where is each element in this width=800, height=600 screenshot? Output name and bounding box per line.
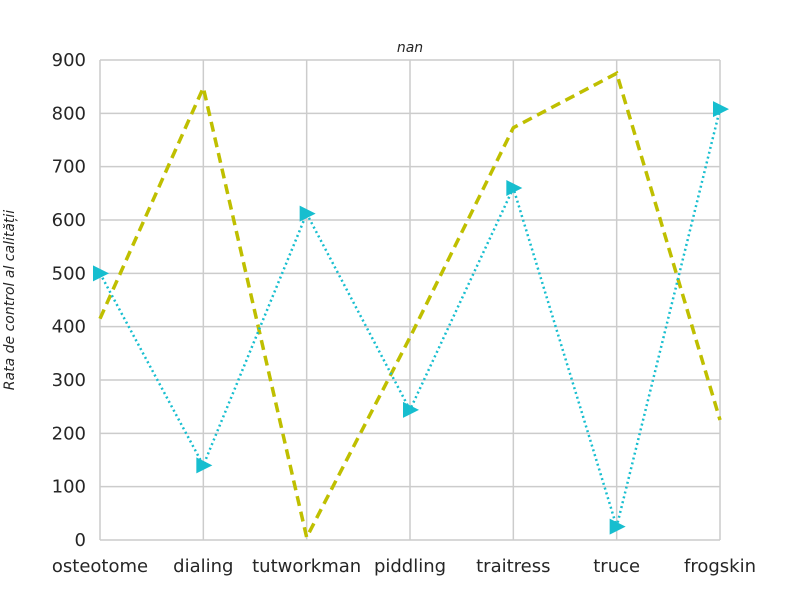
x-tick-labels: osteotome dialing tutworkman piddling traitr…	[52, 556, 756, 577]
y-tick-label: 700	[52, 157, 86, 178]
y-tick-label: 200	[52, 423, 86, 444]
x-tick-label: piddling	[374, 556, 446, 577]
x-tick-label: truce	[593, 556, 640, 577]
series-2-marker	[299, 205, 316, 222]
chart-title: nan	[397, 40, 423, 56]
series-1-line	[98, 70, 722, 543]
y-tick-label: 600	[52, 210, 86, 231]
x-tick-label: dialing	[173, 556, 233, 577]
series-2-marker	[403, 401, 419, 418]
x-tick-label: traitress	[476, 556, 550, 577]
series-2-marker	[713, 101, 729, 118]
grid-lines	[99, 59, 721, 541]
y-axis-label: Rata de control al calității	[2, 210, 18, 390]
y-tick-label: 900	[52, 50, 86, 71]
series-2-marker	[506, 180, 523, 196]
y-tick-label: 100	[52, 477, 86, 498]
y-tick-label: 300	[52, 370, 86, 391]
x-tick-label: tutworkman	[252, 556, 361, 577]
x-tick-label: frogskin	[684, 556, 756, 577]
x-tick-label: osteotome	[52, 556, 148, 577]
series-2-marker	[609, 518, 626, 535]
series-2-marker	[196, 457, 213, 474]
y-tick-label: 800	[52, 103, 86, 124]
y-tick-labels: 0 100 200 300 400 500 600 700 800 900	[52, 50, 86, 551]
series-2-marker	[93, 265, 109, 282]
y-tick-label: 0	[75, 530, 86, 551]
y-tick-label: 500	[52, 263, 86, 284]
series-lines	[93, 70, 729, 543]
y-tick-label: 400	[52, 317, 86, 338]
